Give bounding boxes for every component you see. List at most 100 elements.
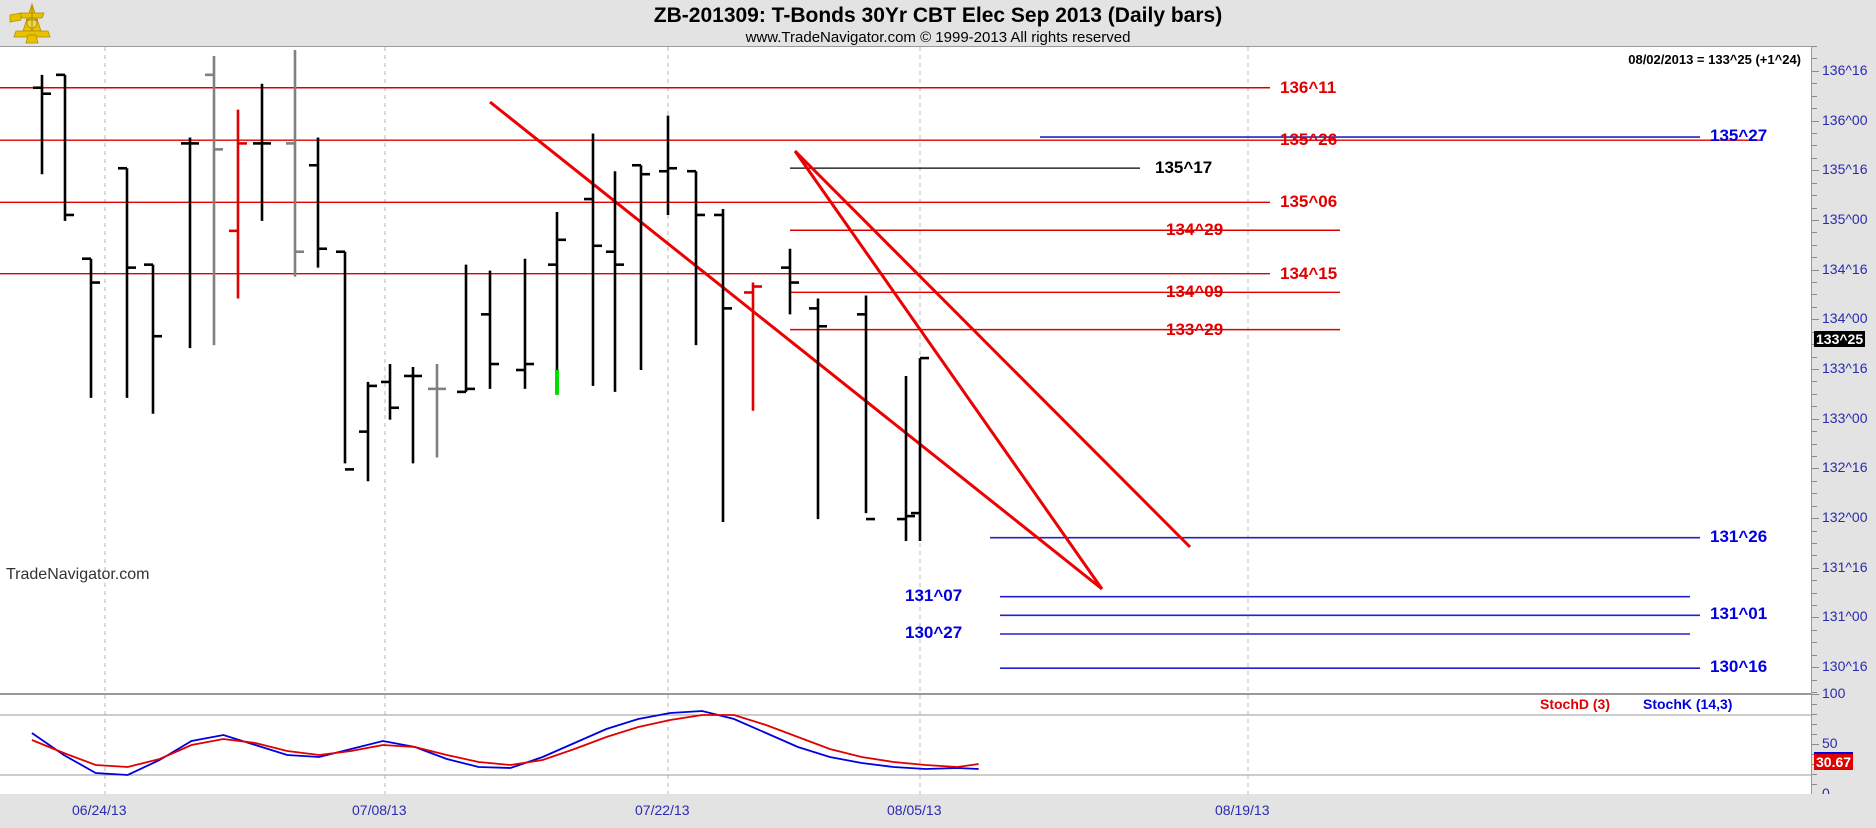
price-axis-minor-tick: [1812, 555, 1817, 557]
price-axis-minor-tick: [1812, 629, 1817, 631]
chart-title: ZB-201309: T-Bonds 30Yr CBT Elec Sep 201…: [653, 4, 1223, 27]
price-axis: 136^16 136^00 135^16 135^00 134^16 134^00 133^…: [1811, 46, 1876, 801]
ohlc-bar: [33, 74, 51, 175]
blue-level-label: 135^27: [1710, 126, 1768, 146]
ohlc-bar: [205, 55, 223, 346]
ohlc-bar: [744, 282, 762, 411]
date-axis-label: 08/19/13: [1215, 802, 1270, 818]
price-pane[interactable]: 08/02/2013 = 133^25 (+1^24) TradeNavigat…: [0, 46, 1811, 694]
price-axis-label: 132^16: [1822, 459, 1868, 476]
price-axis-minor-tick: [1812, 219, 1817, 221]
price-axis-minor-tick: [1812, 418, 1817, 420]
price-axis-minor-tick: [1812, 306, 1817, 308]
ohlc-bar: [606, 171, 624, 392]
price-axis-minor-tick: [1812, 679, 1817, 681]
stoch-axis-minor-tick: [1812, 694, 1817, 695]
price-axis-minor-tick: [1812, 443, 1817, 445]
price-axis-minor-tick: [1812, 455, 1817, 457]
price-axis-minor-tick: [1812, 120, 1817, 122]
blue-level-label: 131^26: [1710, 526, 1768, 546]
ohlc-bar: [428, 364, 446, 458]
ohlc-bar: [457, 264, 475, 394]
date-axis-label: 06/24/13: [72, 802, 127, 818]
stoch-axis-minor-tick: [1812, 744, 1817, 745]
blue-level-label: 130^27: [905, 622, 963, 642]
price-axis-minor-tick: [1812, 170, 1817, 172]
ohlc-bar: [632, 163, 650, 370]
price-axis-minor-tick: [1812, 356, 1817, 358]
price-axis-minor-tick: [1812, 108, 1817, 110]
price-axis-label: 133^00: [1822, 409, 1868, 426]
date-axis-label: 08/05/13: [887, 802, 942, 818]
stochastic-plot: [0, 695, 1811, 795]
ohlc-bar: [714, 208, 732, 523]
price-axis-minor-tick: [1812, 46, 1817, 47]
price-axis-minor-tick: [1812, 145, 1817, 147]
ohlc-bar: [56, 73, 74, 221]
stoch-k-line: [31, 710, 979, 776]
price-axis-label: 136^00: [1822, 111, 1868, 128]
ohlc-bar: [857, 295, 875, 521]
price-axis-minor-tick: [1812, 95, 1817, 97]
date-axis-label: 07/08/13: [352, 802, 407, 818]
price-axis-label: 133^16: [1822, 360, 1868, 376]
red-level-label: 134^15: [1280, 263, 1338, 283]
price-axis-label: 134^16: [1822, 260, 1868, 277]
price-axis-label: 136^16: [1822, 61, 1868, 78]
stoch-d-line: [31, 714, 979, 768]
price-axis-minor-tick: [1812, 654, 1817, 656]
price-axis-minor-tick: [1812, 580, 1817, 582]
stoch-axis-label: 0: [1822, 785, 1830, 801]
blue-level-label: 131^07: [905, 585, 963, 605]
price-axis-label: 131^16: [1822, 558, 1868, 575]
ohlc-bar: [659, 115, 677, 215]
stoch-axis-label: 100: [1822, 685, 1846, 701]
blue-level-label: 130^16: [1710, 657, 1768, 677]
red-level-label: 135^06: [1280, 192, 1338, 212]
price-axis-minor-tick: [1812, 207, 1817, 209]
price-axis-minor-tick: [1812, 83, 1817, 85]
price-axis-minor-tick: [1812, 518, 1817, 520]
ohlc-bar: [897, 375, 915, 541]
price-axis-minor-tick: [1812, 542, 1817, 544]
price-axis-minor-tick: [1812, 257, 1817, 259]
ohlc-bar: [404, 367, 422, 464]
ohlc-bar: [144, 263, 162, 414]
red-level-label: 133^29: [1166, 319, 1224, 339]
price-axis-minor-tick: [1812, 617, 1817, 619]
price-axis-minor-tick: [1812, 592, 1817, 594]
price-axis-label: 130^16: [1822, 658, 1868, 675]
stoch-axis-minor-tick: [1812, 704, 1817, 705]
price-axis-minor-tick: [1812, 244, 1817, 246]
price-axis-minor-tick: [1812, 195, 1817, 197]
ohlc-bar: [309, 137, 327, 268]
red-level-label: 136^11: [1280, 77, 1337, 97]
ohlc-bar: [118, 166, 136, 398]
ohlc-bar: [481, 270, 499, 389]
ohlc-bar: [286, 49, 304, 277]
ohlc-bar: [82, 257, 100, 398]
ohlc-bar: [687, 169, 705, 346]
price-plot: [0, 47, 1760, 693]
stoch-axis-minor-tick: [1812, 774, 1817, 775]
stoch-axis-minor-tick: [1812, 734, 1817, 735]
ohlc-bar: [809, 298, 827, 520]
red-level-label: 134^29: [1166, 220, 1224, 240]
trendline: [793, 150, 1104, 590]
price-axis-minor-tick: [1812, 182, 1817, 184]
last-price-badge: 133^25: [1814, 331, 1866, 348]
price-axis-minor-tick: [1812, 381, 1817, 383]
price-axis-minor-tick: [1812, 468, 1817, 470]
red-level-label: 134^09: [1166, 282, 1224, 302]
price-axis-minor-tick: [1812, 605, 1817, 607]
price-axis-minor-tick: [1812, 567, 1817, 569]
ohlc-bar: [548, 211, 566, 379]
price-axis-label: 135^16: [1822, 161, 1868, 178]
stochastic-pane[interactable]: StochD (3) StochK (14,3): [0, 694, 1811, 796]
price-axis-minor-tick: [1812, 269, 1817, 271]
trendline: [489, 100, 1103, 591]
last-quote-readout: 08/02/2013 = 133^25 (+1^24): [1628, 52, 1801, 67]
price-axis-label: 132^00: [1822, 509, 1868, 526]
price-axis-minor-tick: [1812, 58, 1817, 60]
